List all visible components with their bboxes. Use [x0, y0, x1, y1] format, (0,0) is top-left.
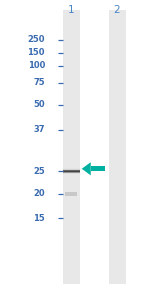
Text: 1: 1 — [68, 5, 75, 15]
Bar — [63, 171, 80, 172]
Text: 25: 25 — [33, 167, 45, 176]
Text: 100: 100 — [28, 62, 45, 70]
Bar — [63, 174, 80, 175]
Bar — [63, 168, 80, 169]
Bar — [63, 175, 80, 176]
Bar — [65, 192, 77, 196]
Text: 150: 150 — [27, 48, 45, 57]
Text: 20: 20 — [33, 190, 45, 198]
Bar — [109, 10, 126, 284]
Text: 37: 37 — [33, 125, 45, 134]
Bar — [63, 167, 80, 168]
Bar — [63, 166, 80, 167]
Text: 50: 50 — [33, 100, 45, 109]
Bar — [63, 170, 80, 171]
Text: 250: 250 — [27, 35, 45, 44]
Bar — [63, 173, 80, 174]
Text: 15: 15 — [33, 214, 45, 223]
Bar — [91, 166, 105, 171]
Text: 75: 75 — [33, 78, 45, 87]
Bar — [63, 169, 80, 170]
Polygon shape — [82, 162, 91, 175]
Text: 2: 2 — [114, 5, 120, 15]
Bar — [63, 176, 80, 177]
Bar — [63, 10, 80, 284]
Bar — [63, 172, 80, 173]
